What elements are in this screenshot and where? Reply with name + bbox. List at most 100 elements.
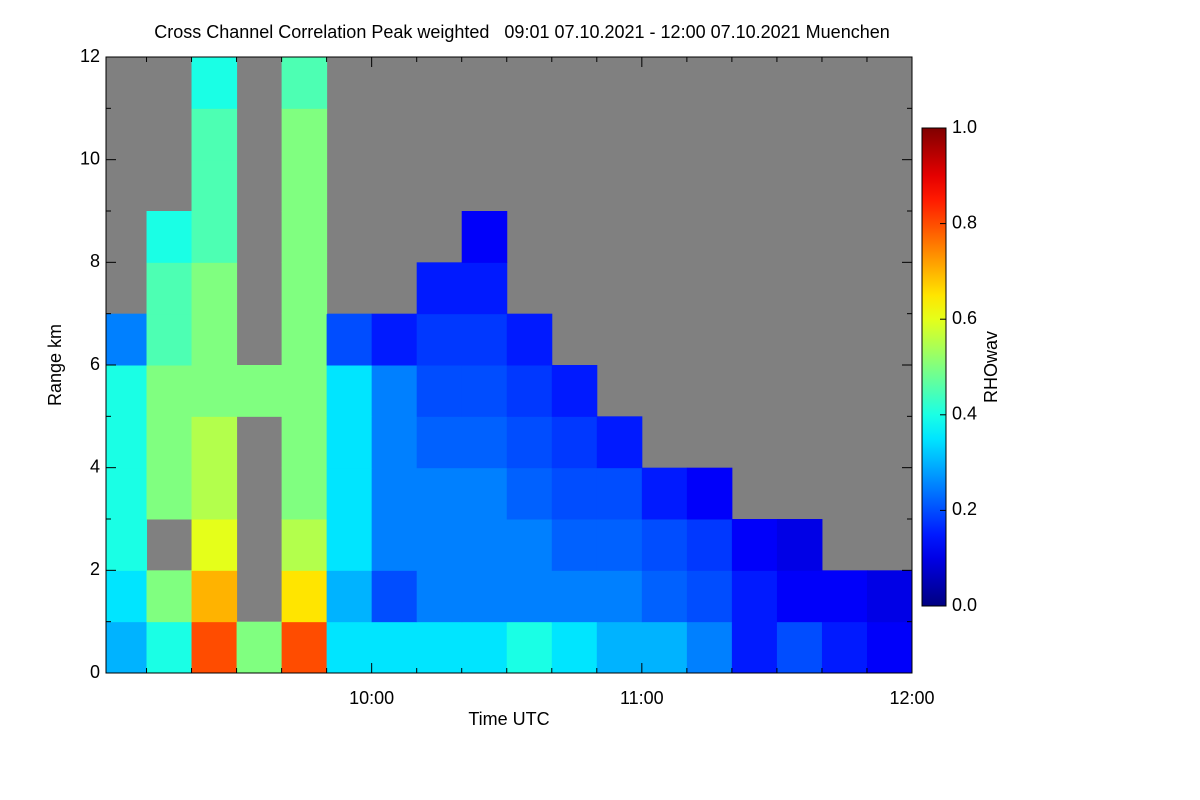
- heatmap-cell: [506, 313, 553, 366]
- heatmap-cell: [686, 519, 733, 571]
- heatmap-cell: [281, 467, 328, 520]
- heatmap-cell: [416, 519, 463, 571]
- heatmap-cell: [146, 262, 193, 315]
- y-tick-label: 8: [90, 251, 100, 271]
- heatmap-cell: [641, 570, 688, 623]
- heatmap-cell: [596, 467, 643, 520]
- heatmap-cell: [281, 262, 328, 315]
- heatmap-cell: [461, 416, 508, 469]
- y-tick-label: 2: [90, 559, 100, 579]
- heatmap-cell: [551, 416, 598, 469]
- heatmap-cell: [281, 365, 328, 417]
- heatmap-cell: [191, 416, 238, 469]
- heatmap-cell: [551, 621, 598, 674]
- colorbar-tick-label: 0.6: [952, 308, 977, 328]
- heatmap-cell: [281, 416, 328, 469]
- heatmap-cell: [416, 570, 463, 623]
- heatmap-cell: [236, 365, 283, 417]
- heatmap-cell: [191, 108, 238, 161]
- heatmap-cell: [506, 621, 553, 674]
- heatmap-cell: [821, 621, 868, 674]
- heatmap-cell: [371, 519, 418, 571]
- heatmap-cell: [281, 57, 328, 109]
- heatmap-cell: [326, 570, 373, 623]
- heatmap-cell: [146, 467, 193, 520]
- heatmap-cell: [416, 416, 463, 469]
- heatmap-cell: [191, 621, 238, 674]
- heatmap-cell: [596, 519, 643, 571]
- x-axis-label: Time UTC: [468, 709, 549, 729]
- heatmap-cell: [461, 365, 508, 417]
- y-axis-label: Range km: [45, 324, 65, 406]
- heatmap-cell: [281, 211, 328, 263]
- heatmap-cell: [106, 621, 148, 674]
- heatmap-cell: [686, 467, 733, 520]
- heatmap-cell: [776, 621, 823, 674]
- heatmap-cell: [191, 159, 238, 212]
- heatmap-cell: [461, 262, 508, 315]
- y-tick-label: 0: [90, 662, 100, 682]
- heatmap-cell: [146, 211, 193, 263]
- heatmap-cell: [106, 467, 148, 520]
- heatmap-cell: [371, 570, 418, 623]
- heatmap-cell: [506, 467, 553, 520]
- heatmap-cell: [371, 467, 418, 520]
- heatmap-cell: [371, 416, 418, 469]
- heatmap-cell: [596, 416, 643, 469]
- heatmap-cell: [146, 416, 193, 469]
- heatmap-cell: [551, 570, 598, 623]
- heatmap-cell: [326, 365, 373, 417]
- heatmap-cell: [461, 211, 508, 263]
- heatmap-cell: [731, 519, 778, 571]
- x-tick-label: 12:00: [889, 688, 934, 708]
- heatmap-cell: [821, 570, 868, 623]
- heatmap-cell: [416, 467, 463, 520]
- heatmap-cell: [281, 570, 328, 623]
- heatmap-cell: [461, 467, 508, 520]
- heatmap-cell: [596, 570, 643, 623]
- heatmap-cell: [326, 621, 373, 674]
- heatmap-cell: [191, 570, 238, 623]
- heatmap-cell: [506, 519, 553, 571]
- heatmap-cell: [461, 519, 508, 571]
- y-tick-label: 6: [90, 354, 100, 374]
- heatmap-cell: [416, 262, 463, 315]
- y-tick-label: 12: [80, 46, 100, 66]
- heatmap-cell: [281, 108, 328, 161]
- heatmap-cell: [686, 621, 733, 674]
- colorbar-label: RHOwav: [981, 331, 1001, 403]
- colorbar-tick-label: 0.2: [952, 499, 977, 519]
- heatmap-cell: [106, 570, 148, 623]
- heatmap-cell: [106, 313, 148, 366]
- heatmap-cell: [641, 621, 688, 674]
- x-tick-label: 10:00: [349, 688, 394, 708]
- colorbar-tick-label: 1.0: [952, 117, 977, 137]
- heatmap-cell: [191, 467, 238, 520]
- heatmap-cell: [461, 621, 508, 674]
- heatmap-cell: [326, 467, 373, 520]
- heatmap-cell: [281, 313, 328, 366]
- heatmap-cell: [506, 570, 553, 623]
- heatmap-cell: [281, 519, 328, 571]
- heatmap-cell: [236, 621, 283, 674]
- heatmap-cell: [416, 365, 463, 417]
- y-tick-label: 4: [90, 456, 100, 476]
- heatmap-cell: [106, 365, 148, 417]
- heatmap-cell: [641, 467, 688, 520]
- heatmap-cell: [551, 519, 598, 571]
- heatmap-cell: [191, 313, 238, 366]
- heatmap-cell: [191, 57, 238, 109]
- heatmap-cell: [146, 313, 193, 366]
- heatmap-cell: [506, 365, 553, 417]
- heatmap-cell: [191, 211, 238, 263]
- heatmap-cell: [281, 159, 328, 212]
- heatmap-cell: [326, 519, 373, 571]
- colorbar-tick-label: 0.8: [952, 212, 977, 232]
- heatmap-cell: [776, 519, 823, 571]
- heatmap-cell: [596, 621, 643, 674]
- heatmap-cell: [191, 262, 238, 315]
- heatmap-cell: [641, 519, 688, 571]
- heatmap-cell: [326, 313, 373, 366]
- heatmap-cell: [731, 570, 778, 623]
